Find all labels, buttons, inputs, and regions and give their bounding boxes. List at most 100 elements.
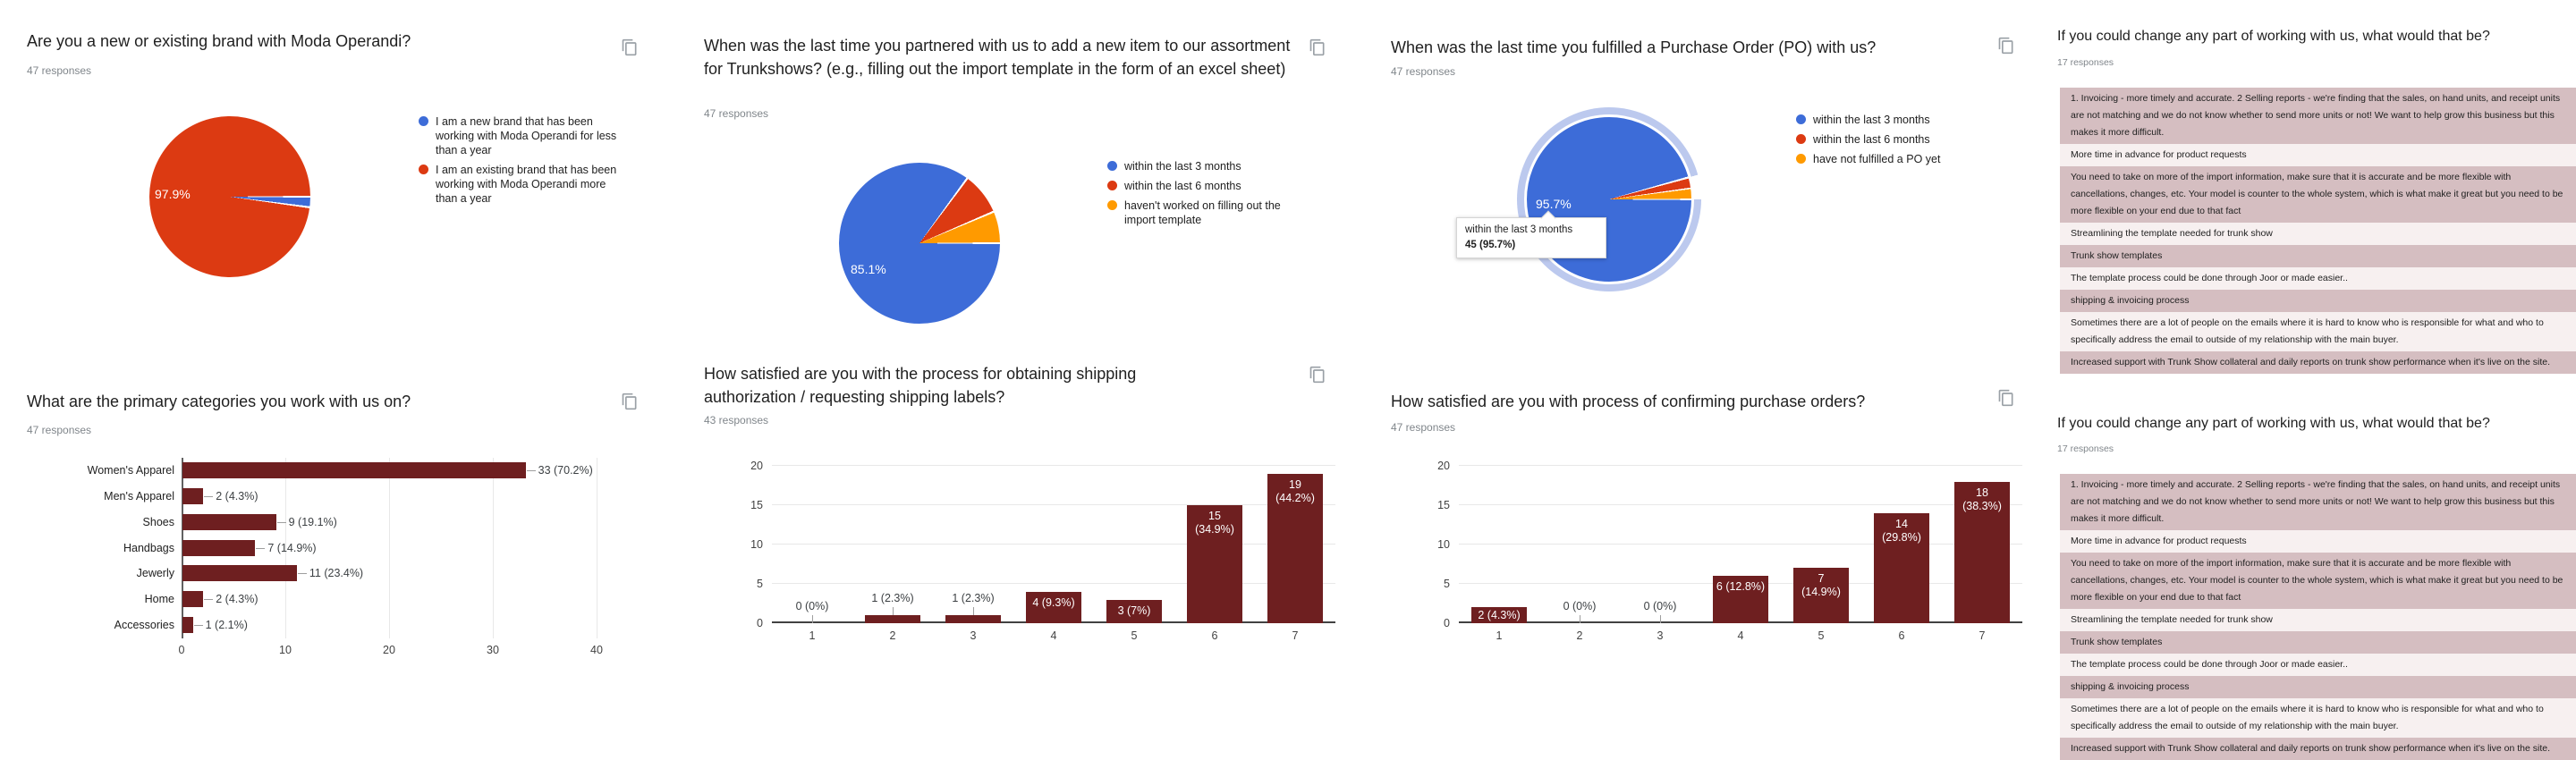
question-title-change-anything-2: If you could change any part of working … <box>2057 416 2490 431</box>
bar[interactable] <box>1471 607 1527 623</box>
legend-dot-red <box>419 165 428 174</box>
copy-chart-button[interactable] <box>619 392 640 413</box>
copy-chart-button[interactable] <box>1307 365 1328 386</box>
bar-chart-shipping-authorization: 0 5 10 15 20 0 (0%) 1 (2.3%) 1 (2.3%) 4 … <box>750 460 1335 629</box>
question-title-primary-categories: What are the primary categories you work… <box>27 393 411 410</box>
x-tick: 20 <box>383 644 395 656</box>
category-label: Jewerly <box>136 567 174 580</box>
answer-row: shipping & invoicing process <box>2060 676 2576 698</box>
copy-icon <box>1309 38 1326 59</box>
bar[interactable] <box>182 617 193 634</box>
y-tick: 15 <box>1437 499 1450 511</box>
answer-row: Streamlining the template needed for tru… <box>2060 609 2576 631</box>
x-tick: 0 <box>178 644 185 656</box>
bar[interactable] <box>1793 568 1849 623</box>
legend-item: within the last 6 months <box>1107 179 1309 193</box>
bar-value-label: 2 (4.3%) <box>1478 609 1521 621</box>
y-tick: 15 <box>750 499 763 511</box>
copy-chart-button[interactable] <box>1996 36 2017 57</box>
responses-count: 47 responses <box>27 424 92 436</box>
tooltip-value: 45 (95.7%) <box>1465 240 1516 250</box>
bar-value-label: 19 (44.2%) <box>1275 477 1315 504</box>
pie-legend: I am a new brand that has been working w… <box>419 114 624 206</box>
question-title-new-or-existing: Are you a new or existing brand with Mod… <box>27 32 411 50</box>
bar[interactable] <box>1874 512 1929 623</box>
pie-slice-label: 85.1% <box>851 262 886 276</box>
bar[interactable] <box>182 591 204 608</box>
category-label: Women's Apparel <box>87 464 174 477</box>
copy-chart-button[interactable] <box>619 38 640 59</box>
answer-row: Increased support with Trunk Show collat… <box>2060 738 2576 760</box>
x-tick: 6 <box>1898 629 1905 642</box>
bar[interactable] <box>182 539 256 556</box>
bar-value-label: 4 (9.3%) <box>1032 595 1075 609</box>
legend-dot-red <box>1107 181 1117 190</box>
legend-item: within the last 3 months <box>1107 159 1309 173</box>
legend-dot-blue <box>1107 161 1117 171</box>
bar[interactable] <box>182 513 276 530</box>
bar-value-label: 11 (23.4%) <box>309 567 364 580</box>
bar[interactable] <box>1187 505 1242 623</box>
responses-count: 47 responses <box>704 107 769 120</box>
bar-value-label: 7 (14.9%) <box>267 541 317 554</box>
chart-tooltip: within the last 3 months 45 (95.7%) <box>1456 210 1606 258</box>
legend-item: I am a new brand that has been working w… <box>419 114 624 157</box>
answer-row: Sometimes there are a lot of people on t… <box>2060 698 2576 738</box>
category-label: Men's Apparel <box>104 489 174 502</box>
copy-icon <box>1997 389 2015 410</box>
y-tick: 10 <box>1437 538 1450 551</box>
legend-dot-red <box>1796 134 1806 144</box>
bar[interactable] <box>945 615 1001 623</box>
bar[interactable] <box>865 615 920 623</box>
bar[interactable] <box>182 487 204 504</box>
bar[interactable] <box>182 565 297 582</box>
question-title-confirming-po: How satisfied are you with process of co… <box>1391 393 1866 410</box>
open-answers-list: 1. Invoicing - more timely and accurate.… <box>2060 88 2576 374</box>
legend-label: I am a new brand that has been working w… <box>436 115 617 156</box>
copy-chart-button[interactable] <box>1307 38 1328 59</box>
y-tick: 5 <box>1444 578 1450 590</box>
bar-value-label: 1 (2.1%) <box>205 619 248 632</box>
answer-row: Increased support with Trunk Show collat… <box>2060 351 2576 374</box>
legend-item: haven't worked on filling out the import… <box>1107 198 1309 227</box>
answer-row: 1. Invoicing - more timely and accurate.… <box>2060 474 2576 530</box>
category-label: Shoes <box>142 515 174 528</box>
bar-value-label: 2 (4.3%) <box>216 489 258 502</box>
pie-chart-trunkshow-import[interactable] <box>839 163 1000 324</box>
category-label: Handbags <box>123 541 174 554</box>
category-label: Home <box>144 593 174 606</box>
y-tick: 20 <box>750 460 763 472</box>
bar[interactable] <box>1026 591 1081 623</box>
bar-value-label: 0 (0%) <box>1643 600 1677 612</box>
open-answers-list: 1. Invoicing - more timely and accurate.… <box>2060 474 2576 760</box>
copy-icon <box>621 38 639 59</box>
legend-label: within the last 3 months <box>1813 114 1930 126</box>
copy-icon <box>621 393 639 413</box>
question-title-shipping-authorization: How satisfied are you with the process f… <box>704 365 1137 406</box>
responses-count: 47 responses <box>1391 65 1456 78</box>
bar[interactable] <box>1267 473 1323 623</box>
responses-count: 17 responses <box>2057 443 2114 454</box>
bar-value-label: 1 (2.3%) <box>871 592 914 605</box>
pie-chart-new-or-existing[interactable] <box>149 116 310 277</box>
bar[interactable] <box>1106 599 1162 623</box>
bar-value-label: 2 (4.3%) <box>216 593 258 606</box>
pie-slice-label: 97.9% <box>155 187 191 201</box>
x-tick: 4 <box>1737 629 1744 642</box>
bar[interactable] <box>1954 481 2010 623</box>
y-tick: 0 <box>757 617 763 629</box>
tooltip-category: within the last 3 months <box>1465 224 1573 235</box>
category-label: Accessories <box>114 619 174 632</box>
pie-legend: within the last 3 months within the last… <box>1796 113 1984 166</box>
answer-row: Streamlining the template needed for tru… <box>2060 223 2576 245</box>
answer-row: More time in advance for product request… <box>2060 530 2576 553</box>
answer-row: The template process could be done throu… <box>2060 654 2576 676</box>
copy-chart-button[interactable] <box>1996 388 2017 410</box>
answer-row: 1. Invoicing - more timely and accurate.… <box>2060 88 2576 144</box>
bar[interactable] <box>182 462 526 478</box>
bar[interactable] <box>1713 576 1768 623</box>
legend-label: have not fulfilled a PO yet <box>1813 153 1941 165</box>
legend-item: within the last 6 months <box>1796 132 1984 147</box>
bar-chart-confirming-po: 0 5 10 15 20 2 (4.3%) 0 (0%) 0 (0%) 6 (1… <box>1437 460 2022 629</box>
x-tick: 1 <box>1496 629 1503 642</box>
